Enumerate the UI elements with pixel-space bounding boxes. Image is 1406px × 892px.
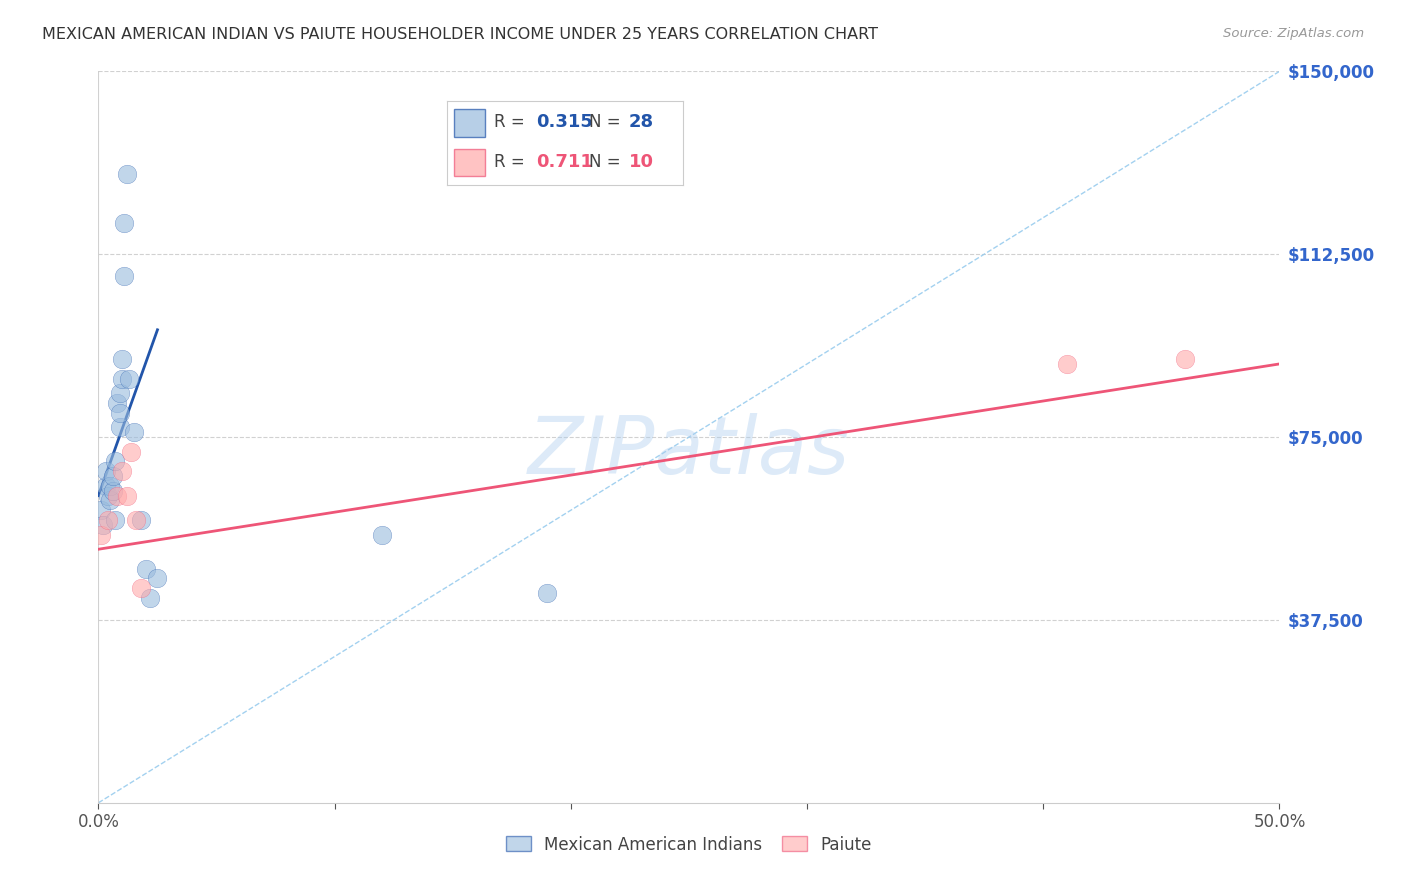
Point <box>111 464 134 478</box>
Point <box>97 489 120 503</box>
Point <box>101 483 124 498</box>
Point <box>129 513 152 527</box>
Point <box>118 371 141 385</box>
Point <box>371 527 394 541</box>
Point <box>90 503 112 517</box>
Point <box>98 493 121 508</box>
Point <box>111 371 134 385</box>
Point <box>104 454 127 468</box>
Point <box>94 464 117 478</box>
Point <box>146 572 169 586</box>
Text: Source: ZipAtlas.com: Source: ZipAtlas.com <box>1223 27 1364 40</box>
Point <box>139 591 162 605</box>
Point <box>104 513 127 527</box>
Point <box>135 562 157 576</box>
Legend: Mexican American Indians, Paiute: Mexican American Indians, Paiute <box>499 829 879 860</box>
Point <box>101 469 124 483</box>
Point <box>1174 352 1197 367</box>
Point <box>111 352 134 367</box>
Point <box>112 215 135 229</box>
Point <box>90 527 112 541</box>
Point <box>108 386 131 401</box>
Text: MEXICAN AMERICAN INDIAN VS PAIUTE HOUSEHOLDER INCOME UNDER 25 YEARS CORRELATION : MEXICAN AMERICAN INDIAN VS PAIUTE HOUSEH… <box>42 27 879 42</box>
Point <box>125 513 148 527</box>
Point <box>1056 357 1078 371</box>
Point <box>108 420 131 434</box>
Point <box>94 479 117 493</box>
Point <box>129 581 152 595</box>
Point <box>105 396 128 410</box>
Point <box>122 425 145 440</box>
Point <box>105 489 128 503</box>
Point <box>91 517 114 532</box>
Point <box>98 479 121 493</box>
Point <box>97 513 120 527</box>
Point <box>115 489 138 503</box>
Text: ZIPatlas: ZIPatlas <box>527 413 851 491</box>
Point <box>108 406 131 420</box>
Point <box>115 167 138 181</box>
Point <box>121 444 143 458</box>
Point <box>112 269 135 284</box>
Point <box>536 586 558 600</box>
